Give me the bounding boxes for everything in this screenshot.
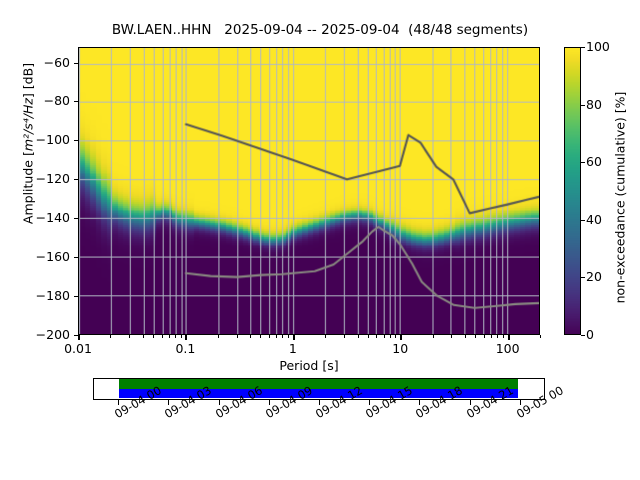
x-axis-major-tick	[78, 335, 80, 340]
x-axis-label: Period [s]	[279, 358, 339, 373]
x-axis-minor-tick	[540, 335, 542, 338]
x-axis-minor-tick	[503, 335, 505, 338]
timeline-tick-mark	[419, 400, 421, 405]
colorbar-tick-label: 100	[586, 39, 610, 54]
x-axis-minor-tick	[451, 335, 453, 338]
x-axis-minor-tick	[162, 335, 164, 338]
y-axis-tick-mark	[74, 296, 78, 298]
x-axis-minor-tick	[153, 335, 155, 338]
x-axis-tick-label: 10	[392, 341, 409, 356]
ppsd-heatmap-axes[interactable]	[78, 47, 540, 335]
y-axis-tick-label: −120	[35, 171, 70, 187]
page-title: BW.LAEN..HHN 2025-09-04 -- 2025-09-04 (4…	[111, 22, 529, 38]
x-axis-major-tick	[508, 335, 510, 340]
y-axis-tick-label: −140	[35, 210, 70, 226]
x-axis-minor-tick	[368, 335, 370, 338]
x-axis-minor-tick	[237, 335, 239, 338]
y-axis-tick-mark	[74, 63, 78, 65]
x-axis-minor-tick	[175, 335, 177, 338]
x-axis-minor-tick	[269, 335, 271, 338]
x-axis-minor-tick	[282, 335, 284, 338]
colorbar-tick-mark	[581, 335, 585, 336]
timeline-tick-mark	[168, 400, 170, 405]
colorbar[interactable]	[564, 47, 581, 335]
x-axis-minor-tick	[390, 335, 392, 338]
colorbar-gradient	[565, 48, 580, 334]
timeline-tick-mark	[269, 400, 271, 405]
x-axis-minor-tick	[475, 335, 477, 338]
x-axis-minor-tick	[344, 335, 346, 338]
colorbar-tick-label: 40	[586, 211, 602, 227]
timeline-tick-mark	[118, 400, 120, 405]
x-axis-tick-label: 1	[288, 341, 297, 356]
x-axis-minor-tick	[325, 335, 327, 338]
colorbar-tick-label: 60	[586, 154, 602, 170]
x-axis-tick-label: 0.01	[64, 341, 92, 356]
x-axis-minor-tick	[384, 335, 386, 338]
y-axis-tick-mark	[74, 140, 78, 142]
x-axis-minor-tick	[143, 335, 145, 338]
data-coverage-timeline[interactable]	[93, 378, 545, 400]
psd-coverage-blue	[118, 388, 519, 399]
colorbar-tick-mark	[581, 162, 585, 163]
y-axis-tick-mark	[74, 218, 78, 220]
x-axis-minor-tick	[433, 335, 435, 338]
y-axis-tick-mark	[74, 179, 78, 181]
timeline-tick-mark	[219, 400, 221, 405]
x-axis-minor-tick	[395, 335, 397, 338]
x-axis-minor-tick	[110, 335, 112, 338]
x-axis-minor-tick	[218, 335, 220, 338]
y-axis-tick-label: −180	[35, 288, 70, 304]
x-axis-minor-tick	[276, 335, 278, 338]
y-axis-tick-mark	[74, 257, 78, 259]
y-axis-tick-mark	[74, 101, 78, 103]
colorbar-tick-label: 0	[586, 327, 594, 342]
x-axis-minor-tick	[484, 335, 486, 338]
colorbar-tick-label: 80	[586, 96, 602, 112]
x-axis-tick-label: 0.1	[175, 341, 196, 356]
timeline-tick-mark	[520, 400, 522, 405]
y-axis-tick-label: −160	[35, 249, 70, 265]
timeline-tick-mark	[319, 400, 321, 405]
timeline-tick-mark	[470, 400, 472, 405]
noise-model-overlay-lines	[79, 48, 539, 334]
x-axis-minor-tick	[465, 335, 467, 338]
x-axis-major-tick	[400, 335, 402, 340]
x-axis-tick-label: 100	[495, 341, 520, 356]
colorbar-tick-mark	[581, 47, 585, 48]
x-axis-minor-tick	[358, 335, 360, 338]
y-axis-tick-label: −60	[43, 54, 70, 70]
x-axis-minor-tick	[129, 335, 131, 338]
x-axis-major-tick	[185, 335, 187, 340]
y-axis-tick-label: −80	[43, 93, 70, 109]
colorbar-label: non-exceedance (cumulative) [%]	[612, 91, 628, 304]
x-axis-minor-tick	[288, 335, 290, 338]
colorbar-tick-mark	[581, 220, 585, 221]
x-axis-minor-tick	[250, 335, 252, 338]
x-axis-minor-tick	[181, 335, 183, 338]
colorbar-tick-mark	[581, 277, 585, 278]
x-axis-minor-tick	[169, 335, 171, 338]
x-axis-minor-tick	[497, 335, 499, 338]
colorbar-tick-label: 20	[586, 269, 602, 285]
x-axis-major-tick	[293, 335, 295, 340]
timeline-tick-mark	[369, 400, 371, 405]
y-axis-tick-label: −100	[35, 132, 70, 148]
colorbar-tick-mark	[581, 105, 585, 106]
x-axis-minor-tick	[491, 335, 493, 338]
x-axis-minor-tick	[260, 335, 262, 338]
data-coverage-green	[118, 379, 519, 389]
y-axis-tick-label: −200	[35, 327, 70, 342]
x-axis-minor-tick	[376, 335, 378, 338]
y-axis-tick-mark	[74, 335, 78, 337]
